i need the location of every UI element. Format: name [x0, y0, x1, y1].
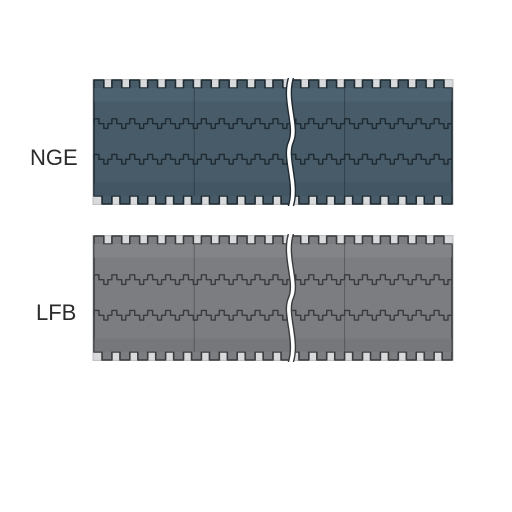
diagram-canvas: NGE LFB	[0, 0, 512, 512]
belt-nge	[92, 78, 454, 206]
label-lfb: LFB	[36, 300, 76, 326]
belt-lfb	[92, 234, 454, 362]
label-nge: NGE	[30, 145, 78, 171]
